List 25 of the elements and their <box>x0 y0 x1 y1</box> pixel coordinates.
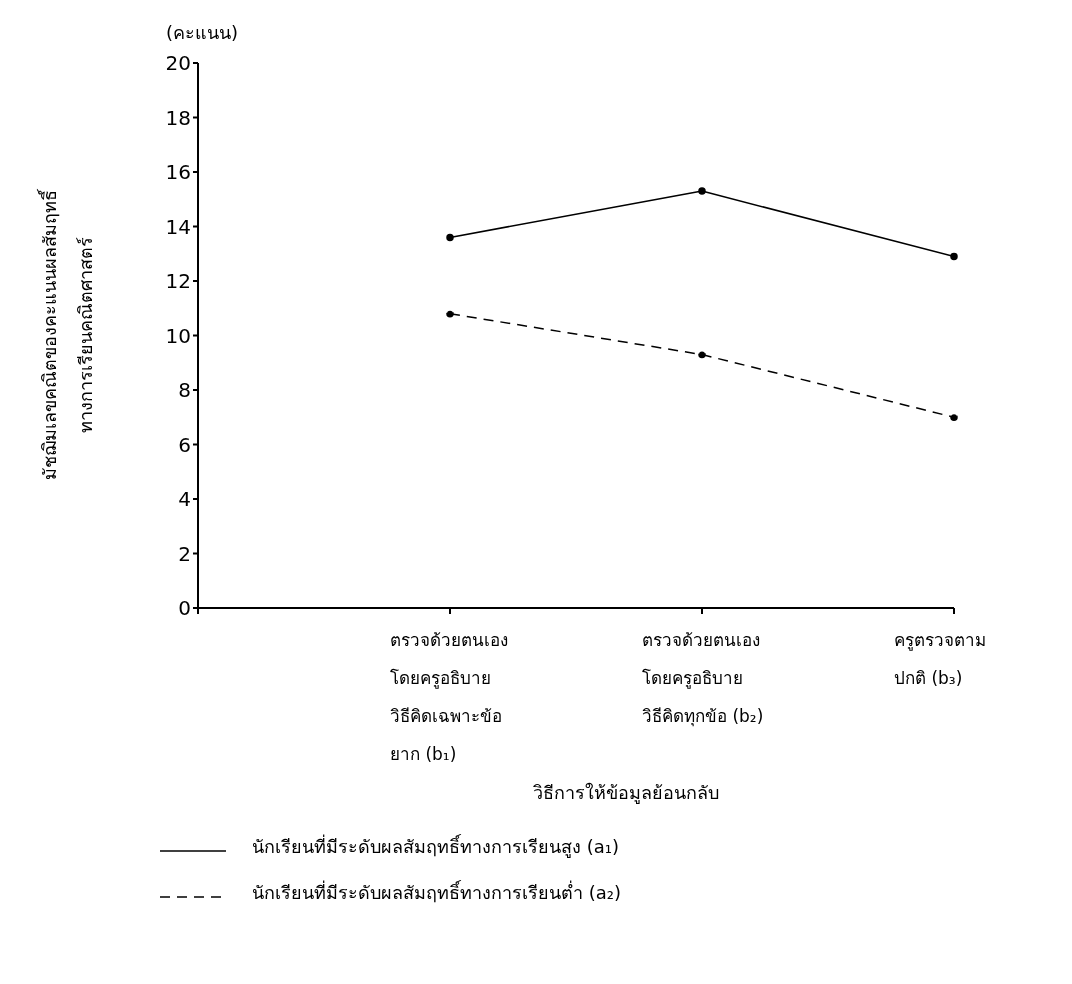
point <box>446 233 454 242</box>
point <box>950 413 958 421</box>
y-tick-label: 8 <box>178 378 191 403</box>
y-tick-label: 0 <box>178 596 191 621</box>
text: (คะแนน) <box>166 21 239 45</box>
y-tick-label: 12 <box>165 269 191 294</box>
legend-label: นักเรียนที่มีระดับผลสัมฤทธิ์ทางการเรียนสูง (a₁) <box>252 833 620 860</box>
y-tick-label: 4 <box>178 487 191 512</box>
y-tick-label: 2 <box>178 541 191 566</box>
y-tick-label: 10 <box>165 323 191 348</box>
y-tick-label: 18 <box>165 105 191 130</box>
point <box>698 187 706 195</box>
x-tick-label: ครูตรวจตาม ปกติ (b₃) <box>894 630 986 688</box>
point <box>698 350 706 359</box>
x-tick-label: ตรวจด้วยตนเอง โดยครูอธิบาย วิธีคิดทุกข้อ (b₂) <box>642 630 764 727</box>
y-tick-label: 14 <box>165 214 191 239</box>
y-tick-label: 6 <box>178 432 191 457</box>
legend-label: นักเรียนที่มีระดับผลสัมฤทธิ์ทางการเรียนต่ำ (a₂) <box>252 879 622 905</box>
x-axis-title: วิธีการให้ข้อมูลย้อนกลับ <box>532 781 720 806</box>
x-tick-label: ตรวจด้วยตนเอง โดยครูอธิบาย วิธีคิดเฉพาะข้อ ยาก (b₁) <box>390 630 508 764</box>
point <box>950 252 958 261</box>
point <box>446 309 454 318</box>
y-axis-title: มัชฌิมเลขคณิตของคะแนนผลสัมฤทธิ์ ทางการเรียนคณิตศาสตร์ <box>36 190 97 480</box>
y-tick-label: 16 <box>165 160 191 185</box>
y-tick-label: 20 <box>165 51 191 76</box>
